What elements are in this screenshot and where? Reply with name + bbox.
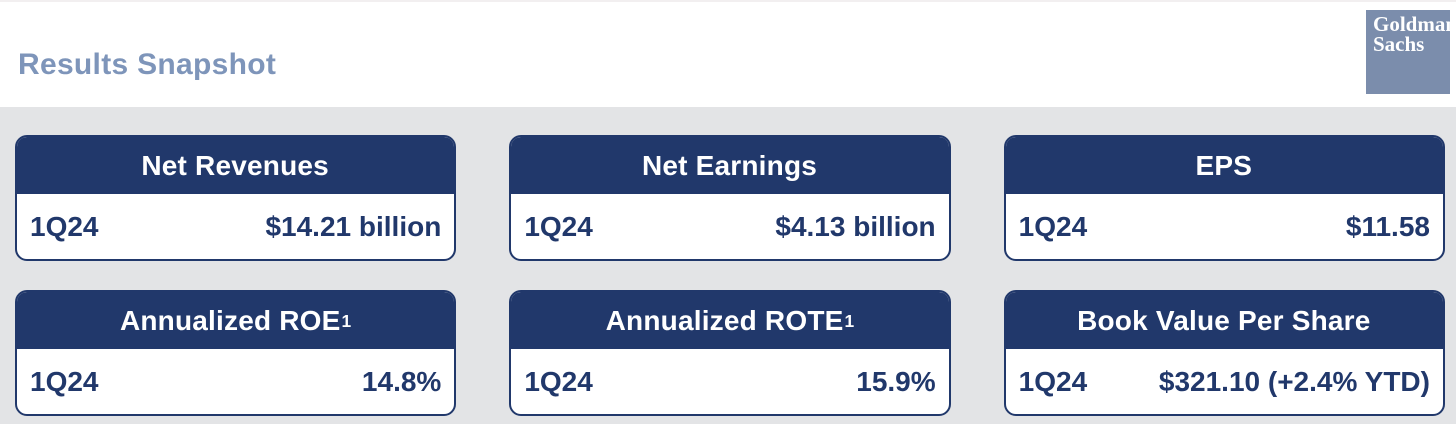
metric-title-text: Annualized ROE xyxy=(119,304,341,336)
metric-value: 14.8% xyxy=(361,365,442,397)
metric-card-net-revenues: Net Revenues 1Q24 $14.21 billion xyxy=(15,135,457,261)
metric-title-text: Book Value Per Share xyxy=(1077,304,1371,336)
metric-value: $4.13 billion xyxy=(775,210,936,242)
metric-card-body: 1Q24 $4.13 billion xyxy=(511,194,948,259)
metric-card-title: Net Revenues xyxy=(17,137,455,194)
metric-value: $11.58 xyxy=(1345,210,1430,242)
metric-card-eps: EPS 1Q24 $11.58 xyxy=(1003,135,1445,261)
logo-line-1: Goldman xyxy=(1373,12,1456,36)
metric-value: $321.10 (+2.4% YTD) xyxy=(1158,365,1430,397)
page-title: Results Snapshot xyxy=(18,48,277,81)
metric-card-title: Annualized ROTE 1 xyxy=(511,292,949,349)
metrics-row-bottom: Annualized ROE 1 1Q24 14.8% Annualized RO… xyxy=(15,290,1445,416)
metric-card-annualized-rote: Annualized ROTE 1 1Q24 15.9% xyxy=(509,290,951,416)
metric-period: 1Q24 xyxy=(1018,210,1088,242)
metric-period: 1Q24 xyxy=(30,210,99,242)
metric-title-text: EPS xyxy=(1195,149,1253,181)
metric-title-text: Net Revenues xyxy=(141,149,329,181)
metric-card-body: 1Q24 15.9% xyxy=(511,349,948,414)
logo-line-2: Sachs xyxy=(1373,31,1425,56)
metric-period: 1Q24 xyxy=(30,365,99,397)
metric-title-text: Net Earnings xyxy=(641,149,818,181)
metrics-area: Net Revenues 1Q24 $14.21 billion Net Ear… xyxy=(0,107,1456,424)
metric-card-body: 1Q24 $321.10 (+2.4% YTD) xyxy=(1006,349,1443,414)
goldman-sachs-logo: Goldman Sachs xyxy=(1366,10,1456,94)
metric-title-text: Annualized ROTE xyxy=(605,304,844,336)
metric-period: 1Q24 xyxy=(1018,365,1088,397)
metric-card-title: Book Value Per Share xyxy=(1005,292,1443,349)
metrics-row-top: Net Revenues 1Q24 $14.21 billion Net Ear… xyxy=(15,135,1445,261)
metric-value: 15.9% xyxy=(856,365,936,397)
metric-period: 1Q24 xyxy=(524,365,593,397)
metric-card-title: Annualized ROE 1 xyxy=(17,292,455,349)
metric-card-book-value-per-share: Book Value Per Share 1Q24 $321.10 (+2.4%… xyxy=(1003,290,1445,416)
metric-card-body: 1Q24 $14.21 billion xyxy=(17,194,454,259)
metric-card-title: Net Earnings xyxy=(511,137,949,194)
metric-card-body: 1Q24 14.8% xyxy=(17,349,454,414)
metric-value: $14.21 billion xyxy=(265,210,442,242)
metric-card-net-earnings: Net Earnings 1Q24 $4.13 billion xyxy=(509,135,951,261)
metric-card-annualized-roe: Annualized ROE 1 1Q24 14.8% xyxy=(15,290,457,416)
header-band: Results Snapshot Goldman Sachs xyxy=(0,2,1456,107)
metric-card-title: EPS xyxy=(1005,137,1443,194)
metric-period: 1Q24 xyxy=(524,210,593,242)
metric-card-body: 1Q24 $11.58 xyxy=(1006,194,1443,259)
